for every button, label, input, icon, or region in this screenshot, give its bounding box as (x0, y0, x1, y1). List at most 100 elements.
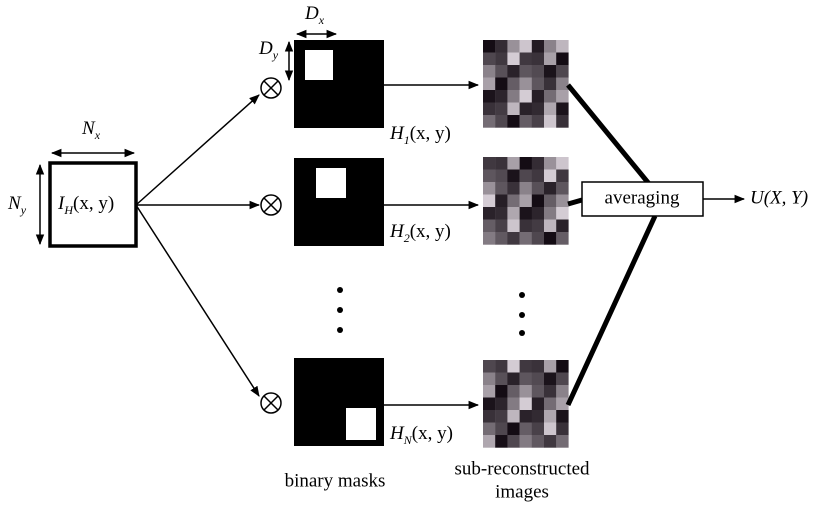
pixel (495, 435, 507, 448)
pixel (532, 90, 544, 103)
pixel (556, 40, 568, 53)
symbol: H (389, 221, 405, 242)
merge-lines (568, 85, 655, 405)
pixel (532, 182, 544, 195)
pixel (495, 423, 507, 436)
pixel (520, 65, 532, 78)
pixel (544, 195, 556, 208)
pixel (520, 207, 532, 220)
subscript: x (94, 128, 101, 142)
pixel (520, 78, 532, 91)
pixel (483, 360, 495, 373)
pixel (495, 195, 507, 208)
caption: images (495, 481, 549, 502)
h2-label: H2(x, y) (389, 221, 451, 244)
pixel (520, 182, 532, 195)
pixel (520, 40, 532, 53)
pixel (483, 232, 495, 245)
pixel (483, 410, 495, 423)
pixel (495, 53, 507, 66)
mask-window (305, 50, 333, 80)
pixel (556, 157, 568, 170)
averaging-label: averaging (605, 187, 680, 208)
pixel (483, 435, 495, 448)
pixel (483, 40, 495, 53)
pixel (495, 78, 507, 91)
argument: (x, y) (410, 221, 451, 242)
output-label: U(X, Y) (750, 187, 808, 208)
pixel (483, 207, 495, 220)
pixel (495, 115, 507, 128)
pixel (556, 373, 568, 386)
pixel (520, 170, 532, 183)
pixel (483, 195, 495, 208)
pixel (507, 115, 519, 128)
pixel (507, 170, 519, 183)
pixel (532, 195, 544, 208)
pixel (520, 53, 532, 66)
pixel (520, 90, 532, 103)
pixel (507, 398, 519, 411)
pixel (507, 103, 519, 116)
pixel (483, 115, 495, 128)
pixel (495, 220, 507, 233)
diagram: averaging U(X, Y) binary masks sub-recon… (0, 0, 822, 507)
dy-label: Dy (258, 38, 279, 61)
pixel (544, 410, 556, 423)
pixel (544, 78, 556, 91)
pixel (544, 423, 556, 436)
pixel (520, 435, 532, 448)
pixel (556, 195, 568, 208)
argument: (x, y) (410, 123, 451, 144)
argument: (x, y) (412, 423, 453, 444)
pixel (483, 182, 495, 195)
pixel (507, 232, 519, 245)
pixel (520, 398, 532, 411)
sub-images (483, 40, 569, 448)
pixel (532, 423, 544, 436)
pixel (544, 360, 556, 373)
pixel (520, 373, 532, 386)
argument: (x, y) (73, 193, 114, 214)
pixel (532, 373, 544, 386)
pixel (507, 157, 519, 170)
hn-label: HN(x, y) (389, 423, 453, 446)
pixel (507, 220, 519, 233)
pixel (556, 232, 568, 245)
pixel (507, 435, 519, 448)
pixel (532, 103, 544, 116)
pixel (483, 157, 495, 170)
pixel (507, 207, 519, 220)
pixel (556, 435, 568, 448)
ny-label: Ny (7, 193, 27, 216)
pixel (495, 398, 507, 411)
pixel (544, 170, 556, 183)
subscript: x (318, 13, 325, 27)
symbol: D (258, 38, 273, 59)
pixel (520, 103, 532, 116)
pixel (544, 157, 556, 170)
nx-label: Nx (81, 118, 101, 141)
pixel (495, 182, 507, 195)
pixel (544, 398, 556, 411)
pixel (532, 78, 544, 91)
pixel (507, 182, 519, 195)
pixel (520, 232, 532, 245)
pixel (520, 410, 532, 423)
pixel (495, 170, 507, 183)
pixel (507, 360, 519, 373)
pixel (532, 170, 544, 183)
pixel (544, 182, 556, 195)
subscript: y (272, 48, 279, 62)
ellipsis (337, 287, 525, 336)
pixel (495, 232, 507, 245)
pixel (507, 40, 519, 53)
pixel (532, 40, 544, 53)
pixel (507, 385, 519, 398)
pixel (507, 195, 519, 208)
branch-arrow (136, 95, 259, 205)
pixel (495, 103, 507, 116)
pixel (544, 53, 556, 66)
pixel (507, 373, 519, 386)
pixel (483, 78, 495, 91)
